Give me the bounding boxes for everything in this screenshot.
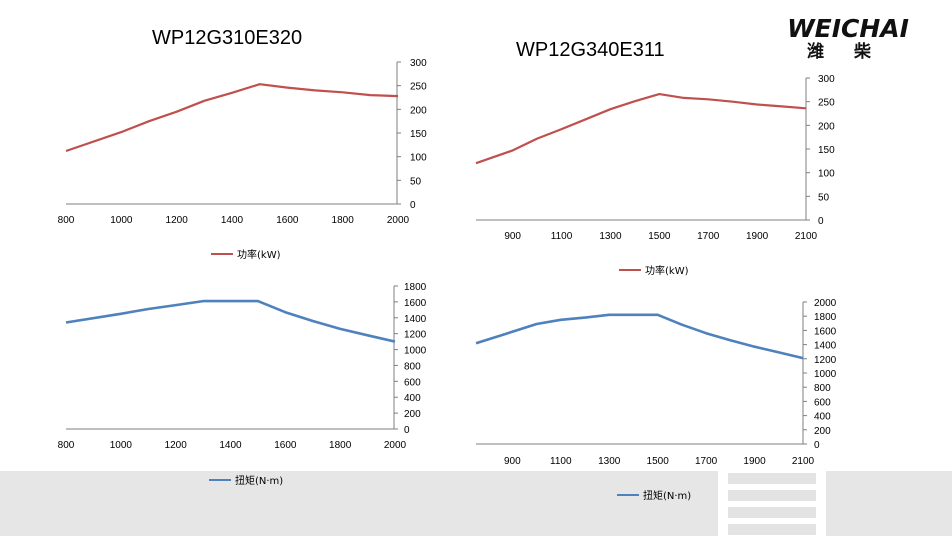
series-line [65,83,399,153]
x-tick-label: 1100 [550,456,572,467]
x-tick-label: 2100 [792,456,815,467]
y-tick-label: 200 [410,105,427,116]
y-tick-label: 50 [410,176,422,187]
y-tick-label: 0 [404,425,410,436]
y-tick-label: 1600 [814,326,837,337]
legend-label: 功率(kW) [645,264,689,277]
series-line [65,299,396,343]
y-tick-label: 400 [404,393,421,404]
series-line [475,92,807,165]
x-tick-label: 1400 [221,215,244,226]
series-line [475,313,804,360]
x-tick-label: 1300 [598,456,621,467]
chart-wp12g310-power: 0 50 100 150 200 250 300 800 1000 1200 1400 1600 180… [58,58,427,261]
chart-wp12g340-torque: 0 200 400 600 800 1000 1200 1400 1600 1800 2000 900… [475,298,837,502]
chart-wp12g310-torque: 0 200 400 600 800 1000 1200 1400 1600 1800 800 1000… [58,282,427,487]
y-tick-label: 150 [410,129,427,140]
x-tick-label: 800 [58,440,75,451]
y-tick-label: 250 [818,98,835,109]
y-tick-label: 600 [814,397,831,408]
y-tick-label: 1600 [404,298,427,309]
y-tick-label: 400 [814,412,831,423]
bottom-bar [728,507,816,518]
y-tick-label: 150 [818,145,835,156]
y-tick-label: 300 [818,74,835,85]
x-tick-label: 1000 [110,440,133,451]
bottom-bar [728,490,816,501]
y-tick-label: 300 [410,58,427,69]
y-tick-label: 0 [410,200,416,211]
x-tick-label: 900 [504,456,521,467]
y-tick-label: 1200 [814,355,837,366]
x-tick-label: 1400 [219,440,242,451]
x-tick-label: 2000 [384,440,407,451]
x-tick-label: 1200 [165,440,188,451]
legend-label: 扭矩(N·m) [643,489,691,502]
x-tick-label: 1800 [329,440,352,451]
x-tick-label: 900 [504,231,521,242]
logo-chinese: 潍柴 [807,41,901,60]
x-tick-label: 1800 [332,215,355,226]
y-tick-label: 0 [818,216,824,227]
chart-wp12g340-power: 0 50 100 150 200 250 300 900 1100 1300 1500 1700 190… [475,74,835,277]
legend-label: 扭矩(N·m) [235,474,283,487]
y-tick-label: 1400 [404,314,427,325]
y-tick-label: 600 [404,377,421,388]
x-tick-label: 1100 [551,231,573,242]
x-tick-label: 1300 [599,231,622,242]
y-tick-label: 2000 [814,298,837,309]
x-tick-label: 800 [58,215,75,226]
x-tick-label: 1700 [697,231,720,242]
y-tick-label: 200 [404,409,421,420]
y-tick-label: 1800 [814,312,837,323]
y-tick-label: 1400 [814,341,837,352]
y-tick-label: 250 [410,82,427,93]
y-tick-label: 200 [814,426,831,437]
x-tick-label: 1500 [648,231,671,242]
logo-wordmark: WEICHAI [787,14,909,43]
x-tick-label: 1500 [647,456,670,467]
x-tick-label: 1000 [110,215,133,226]
y-tick-label: 200 [818,121,835,132]
y-tick-label: 100 [818,169,835,180]
y-tick-label: 800 [814,383,831,394]
y-tick-label: 50 [818,192,830,203]
bottom-bar [728,524,816,535]
y-tick-label: 1800 [404,282,427,293]
y-tick-label: 1200 [404,330,427,341]
y-tick-label: 1000 [404,346,427,357]
y-tick-label: 0 [814,440,820,451]
x-tick-label: 1200 [166,215,189,226]
x-tick-label: 2100 [795,231,818,242]
y-tick-label: 1000 [814,369,837,380]
legend-label: 功率(kW) [237,248,281,261]
x-tick-label: 1900 [746,231,769,242]
chart-title-left: WP12G310E320 [152,27,303,49]
x-tick-label: 1600 [274,440,297,451]
y-tick-label: 800 [404,361,421,372]
chart-title-right: WP12G340E311 [516,39,665,61]
x-tick-label: 1900 [743,456,766,467]
x-tick-label: 1700 [695,456,718,467]
bottom-bar [728,473,816,484]
x-tick-label: 1600 [276,215,299,226]
x-tick-label: 2000 [387,215,410,226]
y-tick-label: 100 [410,153,427,164]
weichai-logo: WEICHAI 潍柴 [762,14,934,62]
